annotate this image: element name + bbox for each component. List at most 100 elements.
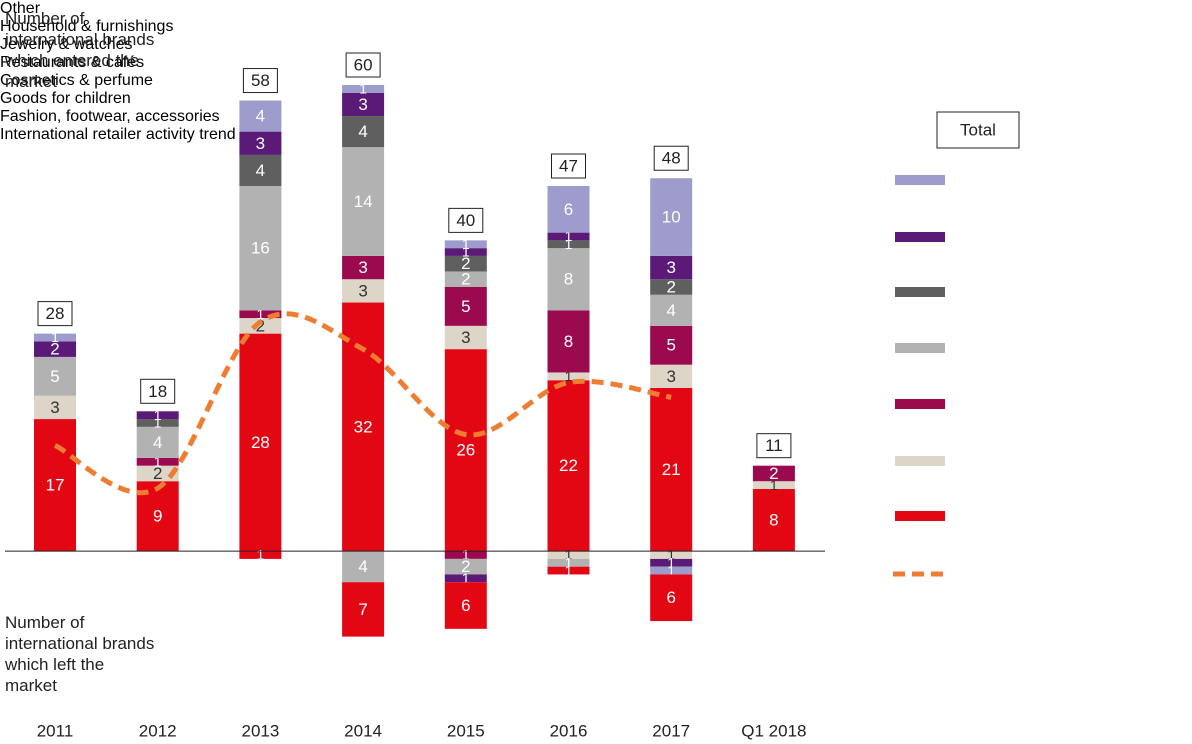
x-tick-label: 2012	[139, 721, 177, 740]
segment-label: 2	[50, 340, 59, 359]
segment-label: 6	[666, 588, 675, 607]
total-box	[140, 378, 176, 404]
legend-label: Fashion, footwear, accessories	[0, 108, 220, 125]
bar-segment	[547, 248, 590, 311]
segment-label: 5	[50, 367, 59, 386]
legend-label: Household & furnishings	[0, 18, 174, 35]
segment-label: 1	[462, 547, 470, 563]
segment-label: 1	[462, 244, 470, 260]
segment-label: 1	[565, 368, 573, 384]
segment-label: 2	[153, 464, 162, 483]
x-tick-label: 2017	[652, 721, 690, 740]
bar-segment	[239, 318, 282, 334]
segment-label: 8	[564, 270, 573, 289]
x-tick-label: 2014	[344, 721, 382, 740]
segment-label: 3	[666, 258, 675, 277]
total-box	[448, 207, 484, 233]
segment-label: 3	[358, 281, 367, 300]
bar-segment-left	[547, 551, 590, 559]
segment-label: 4	[256, 107, 265, 126]
x-tick-label: Q1 2018	[741, 721, 806, 740]
total-label: 47	[559, 156, 578, 175]
x-tick-label: 2011	[37, 721, 74, 740]
segment-label: 7	[358, 600, 367, 619]
segment-label: 2	[666, 277, 675, 296]
bar-segment	[239, 333, 282, 552]
bar-segment	[650, 294, 693, 326]
total-box	[653, 145, 689, 171]
bar-segment	[239, 131, 282, 155]
segment-label: 1	[51, 329, 59, 345]
total-label: 28	[46, 304, 65, 323]
bar-segment	[342, 147, 385, 256]
segment-label: 1	[154, 454, 162, 470]
segment-label: 3	[256, 134, 265, 153]
bar-segment	[34, 341, 76, 357]
x-tick-label: 2016	[550, 721, 588, 740]
bar-segment	[547, 310, 590, 373]
bar-segment-left	[444, 574, 487, 583]
segment-label: 6	[564, 200, 573, 219]
bar-segment	[342, 302, 385, 552]
segment-label: 28	[251, 433, 270, 452]
segment-label: 1	[565, 547, 573, 563]
segment-label: 1	[257, 547, 265, 563]
bar-segment	[136, 419, 179, 427]
segment-label: 6	[461, 596, 470, 615]
bar-segment	[444, 240, 487, 249]
bar-segment	[239, 185, 282, 311]
legend-swatch	[895, 232, 945, 242]
segment-label: 1	[154, 407, 162, 423]
segment-label: 2	[256, 316, 265, 335]
segment-label: 1	[154, 415, 162, 431]
bar-segment	[342, 92, 385, 117]
bar-segment	[752, 488, 795, 552]
legend-label: Jewelry & watches	[0, 36, 133, 53]
bar-segment	[342, 116, 385, 148]
legend-swatch	[895, 175, 945, 185]
bar-segment	[547, 232, 590, 241]
segment-label: 5	[666, 336, 675, 355]
segment-label: 4	[666, 301, 675, 320]
bar-segment	[444, 255, 487, 272]
segment-label: 2	[769, 464, 778, 483]
bar-segment-left	[342, 582, 385, 637]
trend-line	[53, 311, 672, 496]
legend-label: Cosmetics & perfume	[0, 72, 153, 89]
bar-segment-left	[342, 551, 385, 583]
bar-segment	[239, 154, 282, 186]
bar-segment	[650, 387, 693, 552]
total-label: 40	[456, 211, 475, 230]
bar-segment	[34, 333, 76, 342]
segment-label: 3	[50, 398, 59, 417]
segment-label: 5	[461, 297, 470, 316]
total-label: 11	[765, 436, 783, 455]
bar-segment	[547, 185, 590, 233]
x-tick-label: 2015	[447, 721, 485, 740]
legend-swatch	[895, 399, 945, 409]
segment-label: 1	[770, 477, 778, 493]
segment-label: 9	[153, 507, 162, 526]
bar-segment	[547, 372, 590, 381]
segment-label: 1	[462, 236, 470, 252]
bar-segment-left	[547, 558, 590, 567]
legend-swatch	[895, 343, 945, 353]
segment-label: 1	[667, 562, 675, 578]
segment-label: 26	[456, 441, 475, 460]
segment-label: 3	[358, 258, 367, 277]
total-label: 48	[662, 149, 681, 168]
segment-label: 8	[769, 511, 778, 530]
total-label: 58	[251, 71, 270, 90]
bar-segment	[444, 248, 487, 256]
bar-segment-left	[650, 566, 693, 575]
bar-segment	[342, 255, 385, 280]
left-label: Number of international brands which lef…	[5, 613, 155, 695]
bar-segment	[239, 100, 282, 132]
total-box	[242, 68, 278, 94]
segment-label: 14	[354, 192, 373, 211]
segment-label: 8	[564, 332, 573, 351]
legend-label: Other	[0, 0, 41, 17]
segment-label: 1	[565, 236, 573, 252]
segment-label: 1	[565, 562, 573, 578]
bar-segment	[547, 380, 590, 552]
